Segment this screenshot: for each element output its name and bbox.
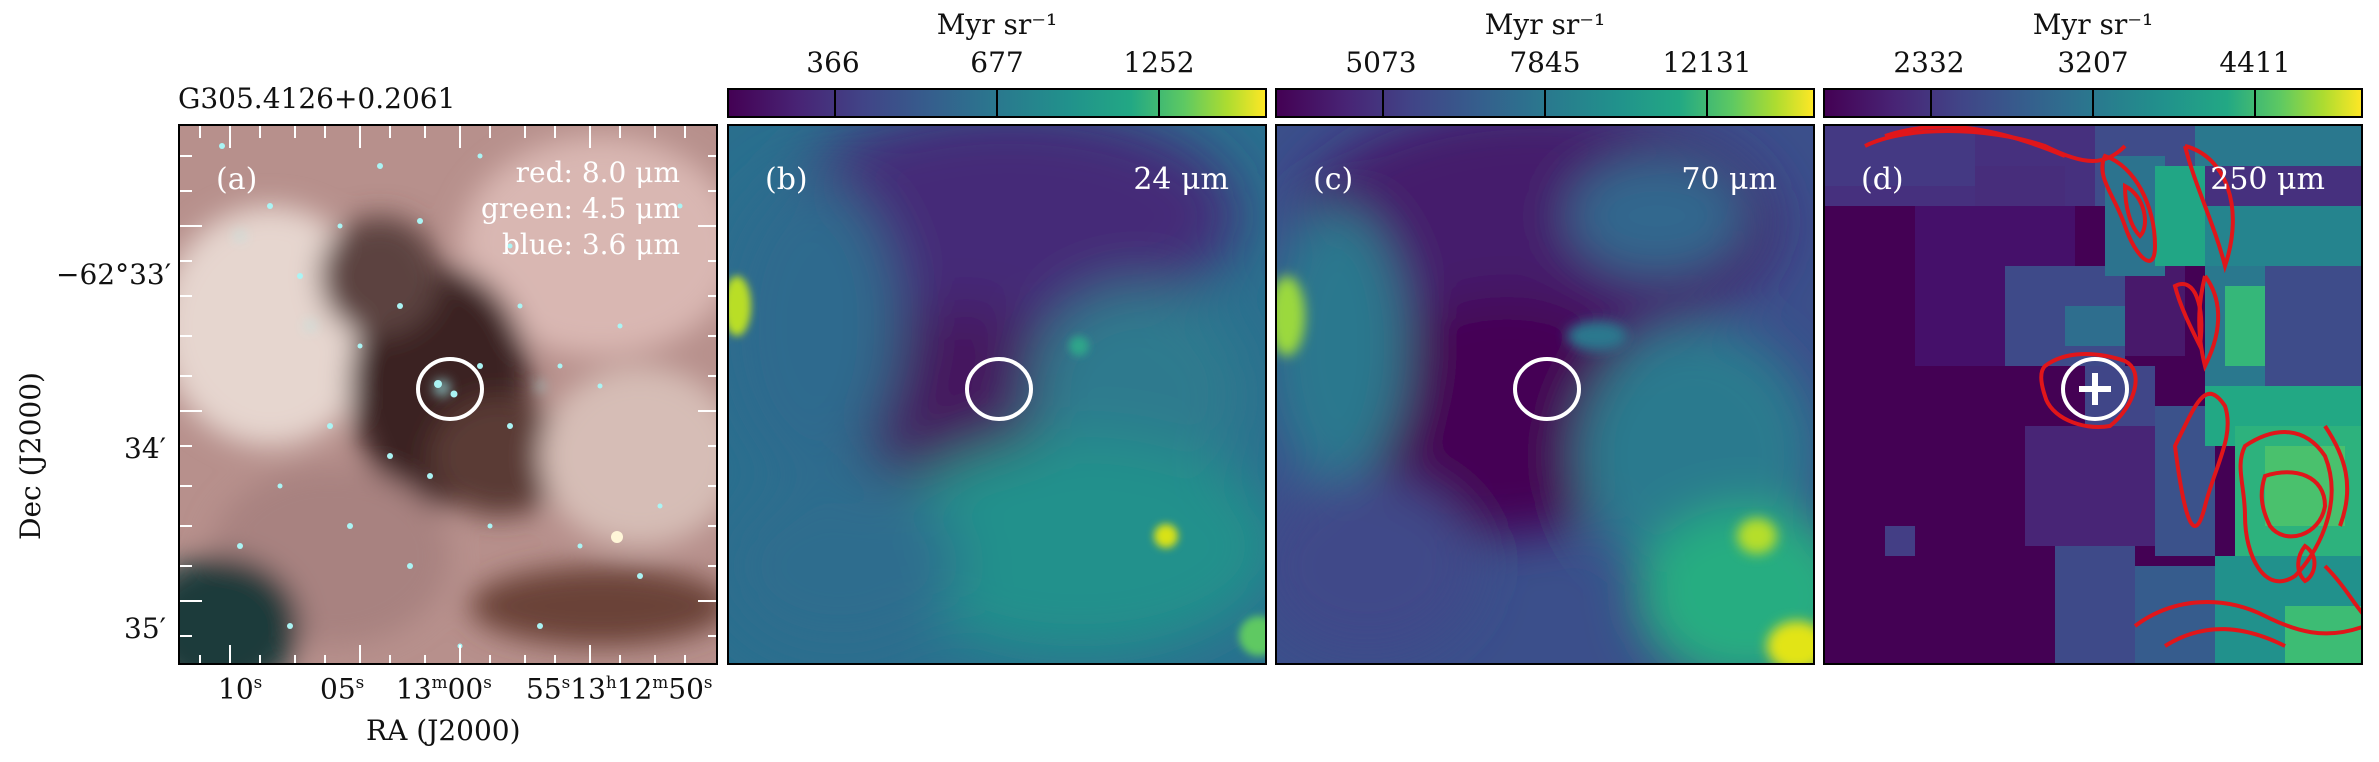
colorbar-c-tick-3: 12131 xyxy=(1662,46,1752,79)
panel-c-label: (c) xyxy=(1313,162,1354,197)
colorbar-c-unit: Myr sr⁻¹ xyxy=(1484,8,1606,41)
rgb-red-label: red: 8.0 μm xyxy=(515,156,680,189)
source-marker xyxy=(2079,373,2111,405)
map-70um xyxy=(1277,126,1813,663)
xtick-2: 05s xyxy=(320,672,365,706)
colorbar-c-tick-1: 5073 xyxy=(1345,46,1417,79)
colorbar-b xyxy=(727,88,1267,118)
panel-d-250um-image: (d) 250 μm xyxy=(1823,124,2363,665)
panel-c-wavelength: 70 μm xyxy=(1681,162,1777,197)
panel-d-wavelength: 250 μm xyxy=(2210,162,2325,197)
panel-b-label: (b) xyxy=(765,162,808,197)
ytick-1: −62°33′ xyxy=(56,258,172,291)
rgb-blue-label: blue: 3.6 μm xyxy=(502,228,680,261)
panel-c-70um-image: (c) 70 μm xyxy=(1275,124,1815,665)
ytick-2: 34′ xyxy=(124,432,166,465)
colorbar-b-tick-2: 677 xyxy=(970,46,1024,79)
ytick-3: 35′ xyxy=(124,612,166,645)
panel-a-rgb-image: (a) red: 8.0 μm green: 4.5 μm blue: 3.6 … xyxy=(178,124,718,665)
colorbar-d-unit: Myr sr⁻¹ xyxy=(2032,8,2154,41)
colorbar-b-tick-1: 366 xyxy=(806,46,860,79)
rgb-image xyxy=(180,126,716,663)
xtick-3: 13m00s xyxy=(396,672,492,706)
panel-a-label: (a) xyxy=(216,162,258,197)
x-axis-label: RA (J2000) xyxy=(366,714,521,747)
map-24um xyxy=(729,126,1265,663)
colorbar-c xyxy=(1275,88,1815,118)
map-250um xyxy=(1825,126,2361,663)
y-axis-label: Dec (J2000) xyxy=(14,372,47,540)
panel-d-label: (d) xyxy=(1861,162,1904,197)
colorbar-d-tick-1: 2332 xyxy=(1893,46,1965,79)
rgb-green-label: green: 4.5 μm xyxy=(481,192,680,225)
panel-b-24um-image: (b) 24 μm xyxy=(727,124,1267,665)
panel-b-wavelength: 24 μm xyxy=(1133,162,1229,197)
colorbar-b-tick-3: 1252 xyxy=(1123,46,1195,79)
colorbar-c-tick-2: 7845 xyxy=(1509,46,1581,79)
colorbar-d-tick-3: 4411 xyxy=(2219,46,2291,79)
colorbar-b-unit: Myr sr⁻¹ xyxy=(936,8,1058,41)
xtick-1: 10s xyxy=(218,672,263,706)
xtick-4: 55s13h12m50s xyxy=(526,672,713,706)
source-name: G305.4126+0.2061 xyxy=(178,82,456,115)
colorbar-d xyxy=(1823,88,2363,118)
colorbar-d-tick-2: 3207 xyxy=(2057,46,2129,79)
